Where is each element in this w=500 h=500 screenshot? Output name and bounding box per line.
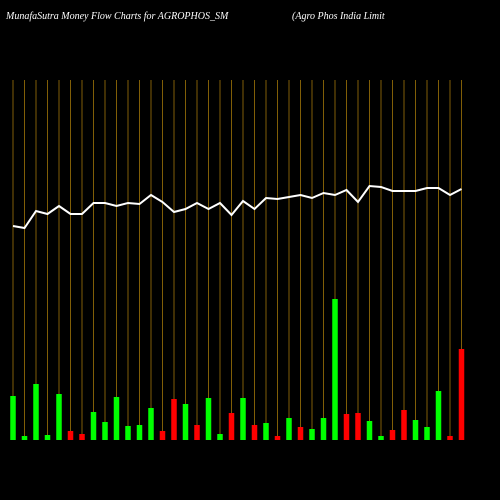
bar [194,425,200,440]
bar [309,429,315,440]
bar [136,425,143,440]
bar [44,435,51,440]
bar [113,397,120,440]
bar [343,414,350,440]
bar [159,431,166,440]
bar [171,399,177,440]
bar [355,413,361,440]
bar [366,421,373,440]
bar [10,396,16,440]
bar [102,422,108,440]
bar [33,384,39,440]
bar [240,398,246,440]
chart-subtitle: (Agro Phos India Limit [292,11,385,22]
bar [274,436,281,440]
bar [286,418,292,440]
chart-title: MunafaSutra Money Flow Charts for AGROPH… [5,11,229,22]
bar [389,430,396,440]
bar [263,423,269,440]
bar [297,427,304,440]
bar [182,404,189,440]
bar [251,425,258,440]
bar [125,426,131,440]
bar [21,436,28,440]
bar [320,418,327,440]
bar [228,413,235,440]
bar [447,436,453,440]
bar [205,398,212,440]
bar [424,427,430,440]
bar [412,420,419,440]
bar [401,410,407,440]
bar [148,408,154,440]
bar [56,394,62,440]
bar [90,412,97,440]
bar [67,431,74,440]
bar [217,434,223,440]
bar [79,434,85,440]
bar [332,299,338,440]
bar [378,436,384,440]
money-flow-line [12,184,462,230]
bar [458,349,465,440]
bar [435,391,442,440]
